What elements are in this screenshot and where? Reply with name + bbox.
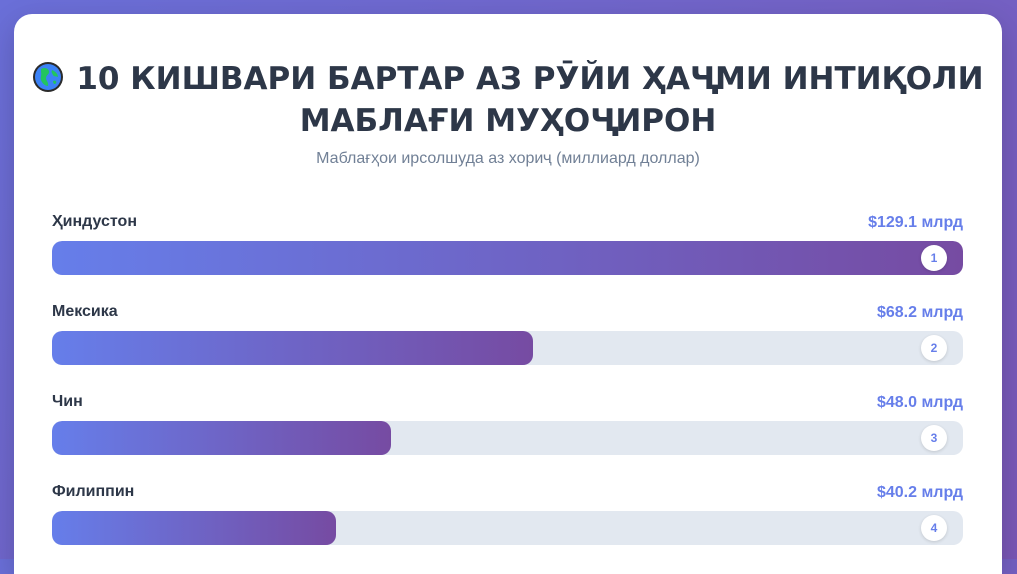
rank-badge: 3 <box>921 425 947 451</box>
bar-track: 1 <box>52 241 963 275</box>
value-label: $68.2 млрд <box>876 304 963 321</box>
country-label: Мексика <box>52 303 118 320</box>
bar-fill <box>52 331 533 365</box>
bar-row-header: Мексика $68.2 млрд <box>52 301 963 331</box>
bar-row-header: Филиппин $40.2 млрд <box>52 481 963 511</box>
chart-title-text: 10 КИШВАРИ БАРТАР АЗ РӮЙИ ҲАҶМИ ИНТИҚОЛИ… <box>76 61 984 139</box>
bar-list: Ҳиндустон $129.1 млрд 1 Мексика $68.2 млрд 2 Ч… <box>52 211 963 571</box>
rank-badge: 2 <box>921 335 947 361</box>
country-label: Ҳиндустон <box>52 213 137 230</box>
bar-fill <box>52 241 963 275</box>
value-label: $48.0 млрд <box>876 394 963 411</box>
country-label: Чин <box>52 393 83 410</box>
bar-track: 3 <box>52 421 963 455</box>
country-label: Филиппин <box>52 483 135 500</box>
rank-badge: 4 <box>921 515 947 541</box>
value-label: $129.1 млрд <box>868 214 963 231</box>
bar-row: Мексика $68.2 млрд 2 <box>52 301 963 391</box>
globe-icon <box>33 62 64 92</box>
bar-row: Чин $48.0 млрд 3 <box>52 391 963 481</box>
value-label: $40.2 млрд <box>876 484 963 501</box>
bar-track: 2 <box>52 331 963 365</box>
chart-title: 10 КИШВАРИ БАРТАР АЗ РӮЙИ ҲАҶМИ ИНТИҚОЛИ… <box>14 58 1002 142</box>
bar-row: Филиппин $40.2 млрд 4 <box>52 481 963 571</box>
bar-fill <box>52 421 391 455</box>
bar-row: Ҳиндустон $129.1 млрд 1 <box>52 211 963 301</box>
rank-badge: 1 <box>921 245 947 271</box>
chart-subtitle: Маблағҳои ирсолшуда аз хориҷ (миллиард д… <box>316 150 700 167</box>
bar-track: 4 <box>52 511 963 545</box>
bar-fill <box>52 511 336 545</box>
chart-card: 10 КИШВАРИ БАРТАР АЗ РӮЙИ ҲАҶМИ ИНТИҚОЛИ… <box>14 14 1002 574</box>
bar-row-header: Чин $48.0 млрд <box>52 391 963 421</box>
bar-row-header: Ҳиндустон $129.1 млрд <box>52 211 963 241</box>
